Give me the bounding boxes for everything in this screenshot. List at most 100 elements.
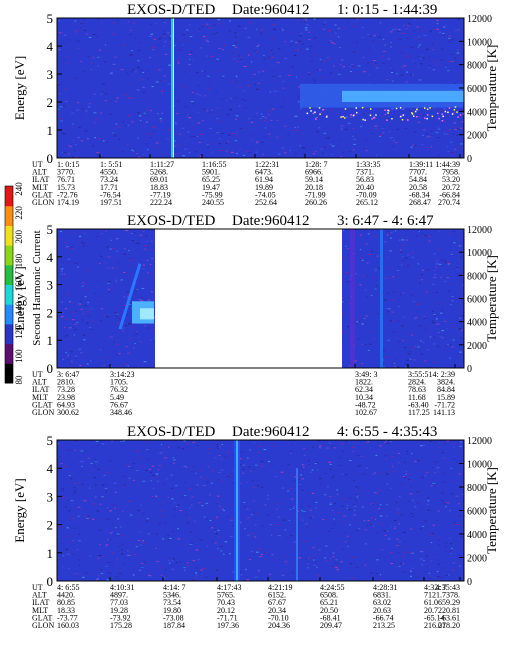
orbit-value: -73.77 [57,613,78,622]
orbit-value: 4: 6:55 [57,583,79,592]
orbit-value: 69.01 [150,175,168,184]
colorbar-frame [4,185,14,384]
y2-tick-label: 4000 [467,318,487,329]
orbit-value: 3824. [437,378,455,387]
orbit-value: 252.64 [255,198,277,207]
colorbar-tick-label: 120 [14,325,24,339]
orbit-value: 20.34 [268,606,286,615]
orbit-value: 5.49 [110,393,124,402]
y2-tick-label: 0 [467,154,472,165]
y-tick-label: 4 [47,250,54,265]
orbit-value: 1:44:39 [436,160,460,169]
y2-tick-label: 0 [467,364,472,375]
orbit-value: 10.34 [355,393,373,402]
y-tick-label: 5 [47,11,54,26]
colorbar-segment [5,343,13,364]
orbit-value: 117.25 [408,408,430,417]
orbit-value: 160.03 [57,621,79,630]
colorbar-tick-label: 240 [14,182,24,196]
orbit-value: 102.67 [355,408,377,417]
emission-band-core [342,90,464,102]
orbit-value: 4:35:43 [436,583,460,592]
orbit-value: 20.12 [217,606,235,615]
colorbar-tick-label: 220 [14,206,24,220]
y2-tick-label: 8000 [467,271,487,282]
orbit-value: 7707. [409,168,427,177]
orbit-value: 1:22:31 [255,160,279,169]
spike-line [296,468,298,581]
orbit-value: 77.03 [110,598,128,607]
spike-line [380,229,383,368]
orbit-row-label: ALT [32,378,47,387]
orbit-value: -72.76 [57,190,78,199]
y2-axis-label: Temperature [K] [484,467,499,554]
orbit-value: -63.40 [408,400,429,409]
data-gap [155,228,342,369]
colorbar-tick-label: 180 [14,253,24,267]
orbit-value: 19.28 [110,606,128,615]
orbit-value: 7121. [424,591,442,600]
orbit-value: 20.58 [409,183,427,192]
orbit-value: 175.28 [110,621,132,630]
orbit-value: 4420. [57,591,75,600]
y2-tick-label: 2000 [467,554,487,565]
y-tick-label: 5 [47,433,54,448]
y-tick-label: 1 [47,546,54,561]
orbit-value: 4:14: 7 [163,583,185,592]
y2-tick-label: 8000 [467,483,487,494]
colorbar-tick-label: 160 [14,277,24,291]
orbit-value: 6473. [255,168,273,177]
y2-axis-label: Temperature [K] [484,45,499,132]
orbit-value: 2810. [57,378,75,387]
orbit-row-label: MLT [32,606,48,615]
orbit-row-label: GLON [32,408,54,417]
colorbar-segment [5,304,13,325]
orbit-value: 65.25 [202,175,220,184]
orbit-value: 6508. [320,591,338,600]
orbit-value: -75.99 [202,190,223,199]
y-axis-label: Energy [eV] [12,266,27,330]
orbit-value: 19.47 [202,183,220,192]
y2-tick-label: 8000 [467,61,487,72]
orbit-row-label: ALT [32,168,47,177]
orbit-value: 174.19 [57,198,79,207]
orbit-value: 6966. [305,168,323,177]
orbit-value: 260.26 [305,198,327,207]
orbit-row-label: UT [32,160,43,169]
orbit-value: 62.34 [355,385,373,394]
orbit-value: 222.24 [150,198,172,207]
orbit-row-label: UT [32,370,43,379]
orbit-value: 15.89 [437,393,455,402]
orbit-row-label: ALT [32,591,47,600]
colorbar-segment [5,264,13,285]
colorbar-segment [5,323,13,345]
orbit-value: 218.20 [438,621,460,630]
orbit-value: -68.41 [320,613,341,622]
colorbar-tick-label: 140 [14,301,24,315]
orbit-value: 1: 0:15 [57,160,79,169]
orbit-value: 1:33:35 [356,160,380,169]
y2-tick-label: 12000 [467,14,492,25]
orbit-value: 56.83 [356,175,374,184]
orbit-value: 59.29 [442,598,460,607]
orbit-row-label: ILAT [32,598,49,607]
orbit-value: 84.84 [437,385,455,394]
y2-tick-label: 0 [467,577,472,588]
orbit-row-label: GLAT [32,190,53,199]
orbit-value: 5268. [150,168,168,177]
orbit-value: 4:21:19 [268,583,292,592]
y-tick-label: 3 [47,489,54,504]
panel-3: EXOS-D/TED Date:960412 4: 6:55 - 4:35:43 0 1… [12,424,499,630]
orbit-value: 19.89 [255,183,273,192]
orbit-value: 65.21 [320,598,338,607]
orbit-row-label: ILAT [32,385,49,394]
orbit-value: 197.36 [217,621,239,630]
orbit-value: 5346. [163,591,181,600]
orbit-value: 20.18 [305,183,323,192]
y2-tick-label: 4000 [467,530,487,541]
y-tick-label: 2 [47,95,54,110]
spike-line [171,18,174,158]
orbit-value: 1:16:55 [202,160,226,169]
y2-axis-label: Temperature [K] [484,255,499,342]
orbit-value: -48.72 [355,400,376,409]
